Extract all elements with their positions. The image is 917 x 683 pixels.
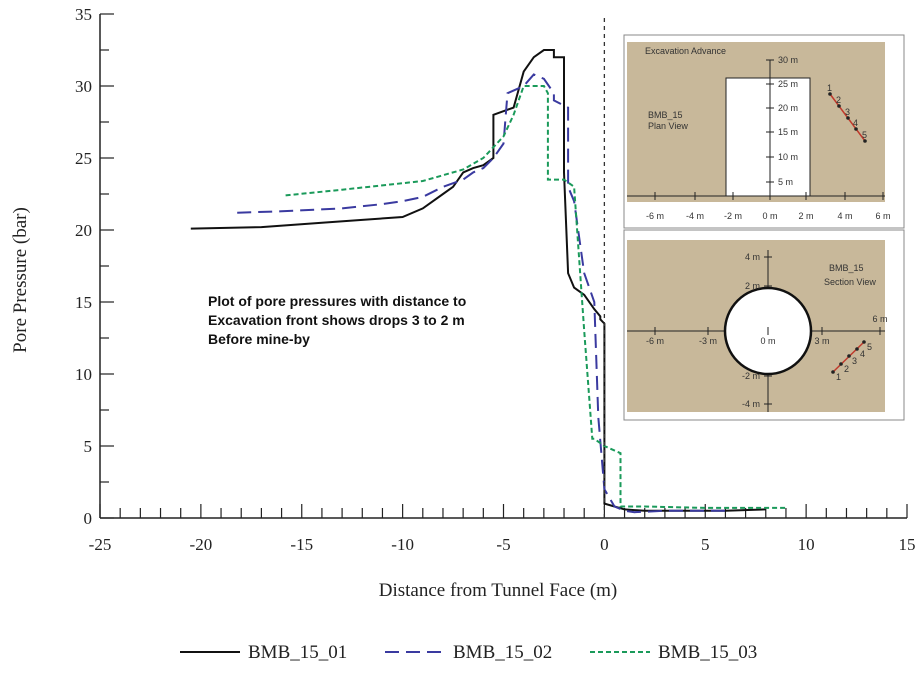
- plan-excavation: [725, 77, 811, 197]
- y-axis-title: Pore Pressure (bar): [10, 207, 31, 353]
- plan-x-label: 0 m: [762, 211, 777, 221]
- legend-label: BMB_15_02: [453, 642, 552, 663]
- section-sensor-label: 3: [852, 356, 857, 366]
- plan-y-label: 10 m: [778, 152, 798, 162]
- plan-label-1: BMB_15: [648, 110, 683, 120]
- x-tick-label: -5: [496, 535, 510, 554]
- section-sensor-point: [862, 340, 866, 344]
- plan-y-label: 5 m: [778, 177, 793, 187]
- plan-sensor-label: 2: [836, 95, 841, 105]
- x-tick-label: -20: [190, 535, 213, 554]
- section-x-label: 6 m: [872, 314, 887, 324]
- legend-label: BMB_15_03: [658, 642, 757, 663]
- section-sensor-point: [831, 370, 835, 374]
- section-sensor-label: 4: [860, 349, 865, 359]
- plan-sensor-point: [846, 116, 850, 120]
- plan-label-2: Plan View: [648, 121, 688, 131]
- annotation-line-2: Excavation front shows drops 3 to 2 m: [208, 312, 465, 328]
- plan-x-label: 2 m: [798, 211, 813, 221]
- y-tick-label: 25: [75, 149, 92, 168]
- y-tick-label: 0: [84, 509, 93, 528]
- plan-y-label: 20 m: [778, 103, 798, 113]
- x-axis-title: Distance from Tunnel Face (m): [379, 580, 618, 601]
- plan-sensor-point: [863, 139, 867, 143]
- plan-sensor-point: [828, 92, 832, 96]
- x-tick-label: 10: [798, 535, 815, 554]
- section-sensor-point: [855, 347, 859, 351]
- section-y-label: 4 m: [745, 252, 760, 262]
- annotation-line-1: Plot of pore pressures with distance to: [208, 293, 466, 309]
- section-sensor-point: [847, 354, 851, 358]
- plan-title: Excavation Advance: [645, 46, 726, 56]
- y-tick-label: 20: [75, 221, 92, 240]
- section-y-label: -2 m: [742, 371, 760, 381]
- section-label-2: Section View: [824, 277, 876, 287]
- section-label-1: BMB_15: [829, 263, 864, 273]
- series-line-bmb_15_02: [237, 73, 726, 514]
- plan-y-label: 30 m: [778, 55, 798, 65]
- annotation-line-3: Before mine-by: [208, 331, 310, 347]
- plan-sensor-label: 5: [862, 130, 867, 140]
- legend-label: BMB_15_01: [248, 642, 347, 663]
- plan-x-label: 4 m: [837, 211, 852, 221]
- y-tick-label: 30: [75, 77, 92, 96]
- section-sensor-label: 5: [867, 342, 872, 352]
- plan-x-label: -6 m: [646, 211, 664, 221]
- plan-x-label: -4 m: [686, 211, 704, 221]
- section-sensor-label: 2: [844, 364, 849, 374]
- plan-sensor-point: [854, 127, 858, 131]
- section-x-label: -6 m: [646, 336, 664, 346]
- series-line-bmb_15_03: [285, 85, 786, 509]
- plan-sensor-label: 1: [827, 83, 832, 93]
- section-sensor-label: 1: [836, 372, 841, 382]
- x-tick-label: -15: [290, 535, 313, 554]
- series-layer: [190, 49, 786, 514]
- x-tick-label: 0: [600, 535, 609, 554]
- plan-y-label: 25 m: [778, 79, 798, 89]
- plan-sensor-label: 3: [845, 107, 850, 117]
- y-tick-label: 5: [84, 437, 93, 456]
- plan-view-inset: Excavation Advance BMB_15 Plan View 30 m…: [623, 34, 905, 229]
- y-tick-label: 35: [75, 5, 92, 24]
- section-x-label: 0 m: [760, 336, 775, 346]
- plan-sensor-point: [837, 104, 841, 108]
- plan-sensor-label: 4: [853, 118, 858, 128]
- section-y-label: 2 m: [745, 281, 760, 291]
- y-tick-label: 10: [75, 365, 92, 384]
- y-tick-label: 15: [75, 293, 92, 312]
- legend: BMB_15_01 BMB_15_02 BMB_15_03: [180, 642, 757, 663]
- x-tick-label: 15: [899, 535, 916, 554]
- x-tick-label: 5: [701, 535, 710, 554]
- plan-x-label: -2 m: [724, 211, 742, 221]
- series-line-bmb_15_01: [190, 49, 766, 512]
- section-view-inset: BMB_15 Section View -6 m -3 m 0 m 3 m 6 m 4 m…: [623, 229, 905, 421]
- section-x-label: 3 m: [814, 336, 829, 346]
- section-y-label: -4 m: [742, 399, 760, 409]
- plan-x-label: 6 m: [875, 211, 890, 221]
- section-x-label: -3 m: [699, 336, 717, 346]
- section-sensor-point: [839, 362, 843, 366]
- x-tick-label: -10: [391, 535, 414, 554]
- plan-y-label: 15 m: [778, 127, 798, 137]
- x-tick-label: -25: [89, 535, 112, 554]
